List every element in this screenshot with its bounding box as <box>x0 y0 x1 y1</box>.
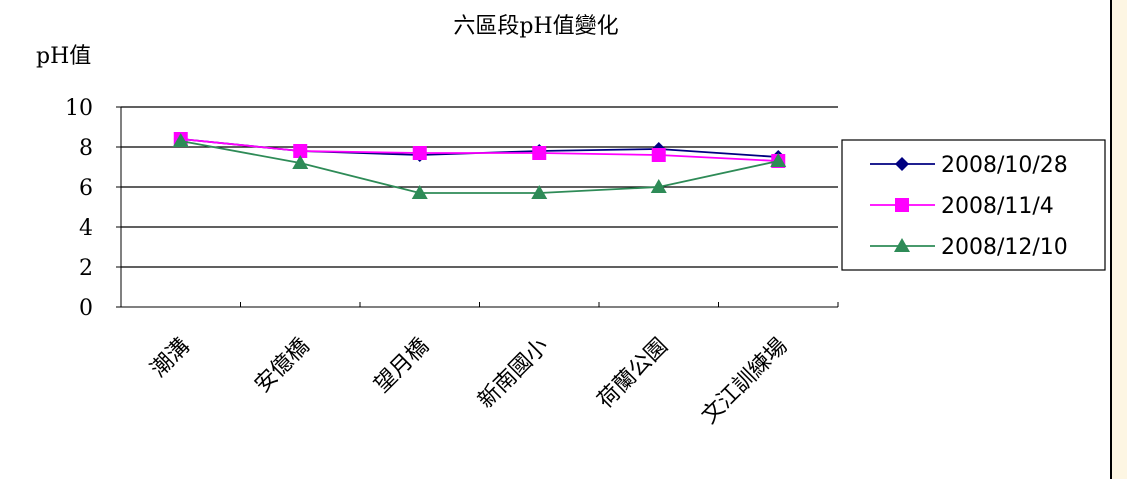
data-point-marker <box>650 179 667 193</box>
y-tick-label: 6 <box>79 176 93 201</box>
y-tick-label: 10 <box>65 96 93 121</box>
line-chart: 六區段pH值變化 pH值 0 2 4 6 8 10 潮溝 安億橋 望月橋 新南國小 荷蘭公園 文江訓練… <box>36 14 1106 429</box>
y-tick-label: 8 <box>79 136 93 161</box>
chart-title: 六區段pH值變化 <box>453 14 618 39</box>
legend-label: 2008/12/10 <box>941 235 1068 260</box>
series-line <box>180 138 779 162</box>
y-tick-label: 4 <box>79 216 93 241</box>
data-point-marker <box>411 185 428 199</box>
data-point-marker <box>531 185 548 199</box>
y-axis-label: pH值 <box>36 44 91 69</box>
y-tick-label: 0 <box>79 296 93 321</box>
x-tick-label: 新南國小 <box>474 334 554 414</box>
side-border <box>1110 0 1112 479</box>
x-tick-label: 望月橋 <box>370 334 434 398</box>
y-tick-label: 2 <box>79 256 93 281</box>
legend-label: 2008/11/4 <box>941 194 1054 219</box>
data-point-marker <box>651 148 666 162</box>
chart-area: 六區段pH值變化 pH值 0 2 4 6 8 10 潮溝 安億橋 望月橋 新南國小 荷蘭公園 文江訓練… <box>36 14 1106 429</box>
data-point-marker <box>894 238 910 252</box>
x-tick-label: 荷蘭公園 <box>593 334 673 414</box>
x-tick-label: 潮溝 <box>146 334 195 383</box>
side-panel <box>1112 0 1127 479</box>
data-point-marker <box>412 146 427 160</box>
data-point-marker <box>292 155 309 169</box>
data-point-marker <box>895 157 909 171</box>
data-point-marker <box>532 146 547 160</box>
x-tick-label: 文江訓練場 <box>697 334 792 429</box>
data-point-marker <box>770 153 787 167</box>
data-point-marker <box>172 133 189 147</box>
x-tick-label: 安億橋 <box>250 334 314 398</box>
data-point-marker <box>293 144 308 158</box>
legend-label: 2008/10/28 <box>941 153 1068 178</box>
series-line <box>180 140 779 194</box>
data-point-marker <box>895 198 909 212</box>
